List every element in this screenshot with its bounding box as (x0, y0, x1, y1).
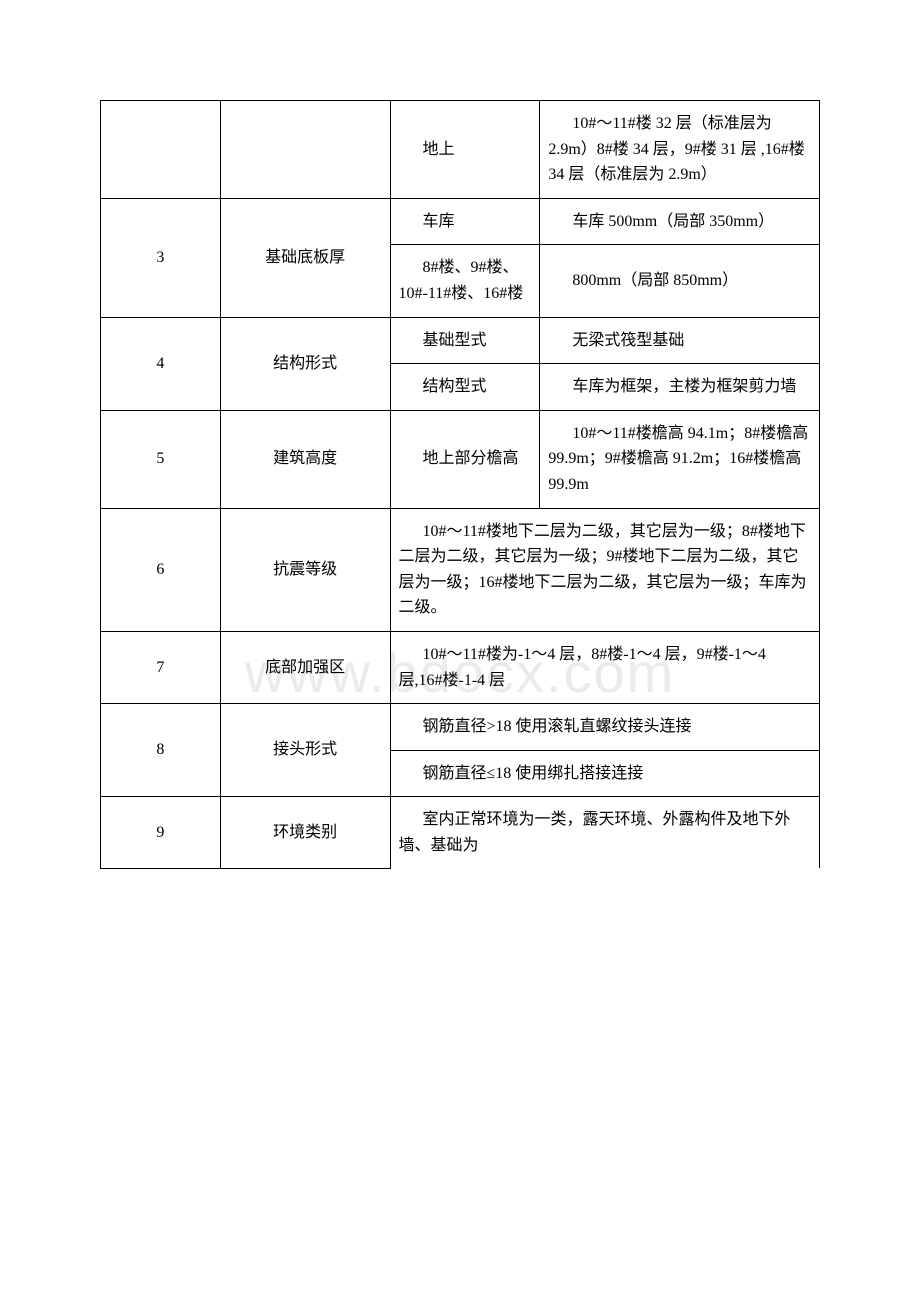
cell-cat: 基础底板厚 (220, 198, 390, 317)
cell-cat: 环境类别 (220, 797, 390, 869)
cell-num (101, 101, 221, 199)
cell-sub: 地上 (390, 101, 540, 199)
cell-merged: 钢筋直径>18 使用滚轧直螺纹接头连接 (390, 704, 819, 751)
cell-cat: 建筑高度 (220, 410, 390, 508)
table-row: 地上 10#～11#楼 32 层（标准层为 2.9m）8#楼 34 层，9#楼 … (101, 101, 820, 199)
cell-num: 6 (101, 508, 221, 631)
cell-val: 车库 500mm（局部 350mm） (540, 198, 820, 245)
cell-val: 无梁式筏型基础 (540, 317, 820, 364)
cell-cat: 结构形式 (220, 317, 390, 410)
table-row: 4 结构形式 基础型式 无梁式筏型基础 (101, 317, 820, 364)
cell-merged: 10#～11#楼地下二层为二级，其它层为一级；8#楼地下二层为二级，其它层为一级… (390, 508, 819, 631)
table-row: 5 建筑高度 地上部分檐高 10#～11#楼檐高 94.1m；8#楼檐高 99.… (101, 410, 820, 508)
table-row: 3 基础底板厚 车库 车库 500mm（局部 350mm） (101, 198, 820, 245)
cell-cat: 底部加强区 (220, 631, 390, 703)
cell-val: 800mm（局部 850mm） (540, 245, 820, 317)
cell-num: 3 (101, 198, 221, 317)
cell-merged: 10#～11#楼为-1～4 层，8#楼-1～4 层，9#楼-1～4 层,16#楼… (390, 631, 819, 703)
cell-sub: 8#楼、9#楼、10#-11#楼、16#楼 (390, 245, 540, 317)
cell-num: 8 (101, 704, 221, 797)
cell-num: 7 (101, 631, 221, 703)
cell-cat: 接头形式 (220, 704, 390, 797)
table-row: 6 抗震等级 10#～11#楼地下二层为二级，其它层为一级；8#楼地下二层为二级… (101, 508, 820, 631)
cell-sub: 地上部分檐高 (390, 410, 540, 508)
cell-sub: 基础型式 (390, 317, 540, 364)
table-row: 8 接头形式 钢筋直径>18 使用滚轧直螺纹接头连接 (101, 704, 820, 751)
cell-val: 车库为框架，主楼为框架剪力墙 (540, 364, 820, 411)
cell-val: 10#～11#楼檐高 94.1m；8#楼檐高 99.9m；9#楼檐高 91.2m… (540, 410, 820, 508)
spec-table: 地上 10#～11#楼 32 层（标准层为 2.9m）8#楼 34 层，9#楼 … (100, 100, 820, 869)
cell-sub: 车库 (390, 198, 540, 245)
table-row: 9 环境类别 室内正常环境为一类，露天环境、外露构件及地下外墙、基础为 (101, 797, 820, 869)
cell-num: 9 (101, 797, 221, 869)
table-row: 7 底部加强区 10#～11#楼为-1～4 层，8#楼-1～4 层，9#楼-1～… (101, 631, 820, 703)
cell-sub: 结构型式 (390, 364, 540, 411)
cell-merged: 钢筋直径≤18 使用绑扎搭接连接 (390, 750, 819, 797)
cell-cat: 抗震等级 (220, 508, 390, 631)
cell-val: 10#～11#楼 32 层（标准层为 2.9m）8#楼 34 层，9#楼 31 … (540, 101, 820, 199)
cell-cat (220, 101, 390, 199)
cell-num: 4 (101, 317, 221, 410)
cell-merged: 室内正常环境为一类，露天环境、外露构件及地下外墙、基础为 (390, 797, 819, 869)
cell-num: 5 (101, 410, 221, 508)
